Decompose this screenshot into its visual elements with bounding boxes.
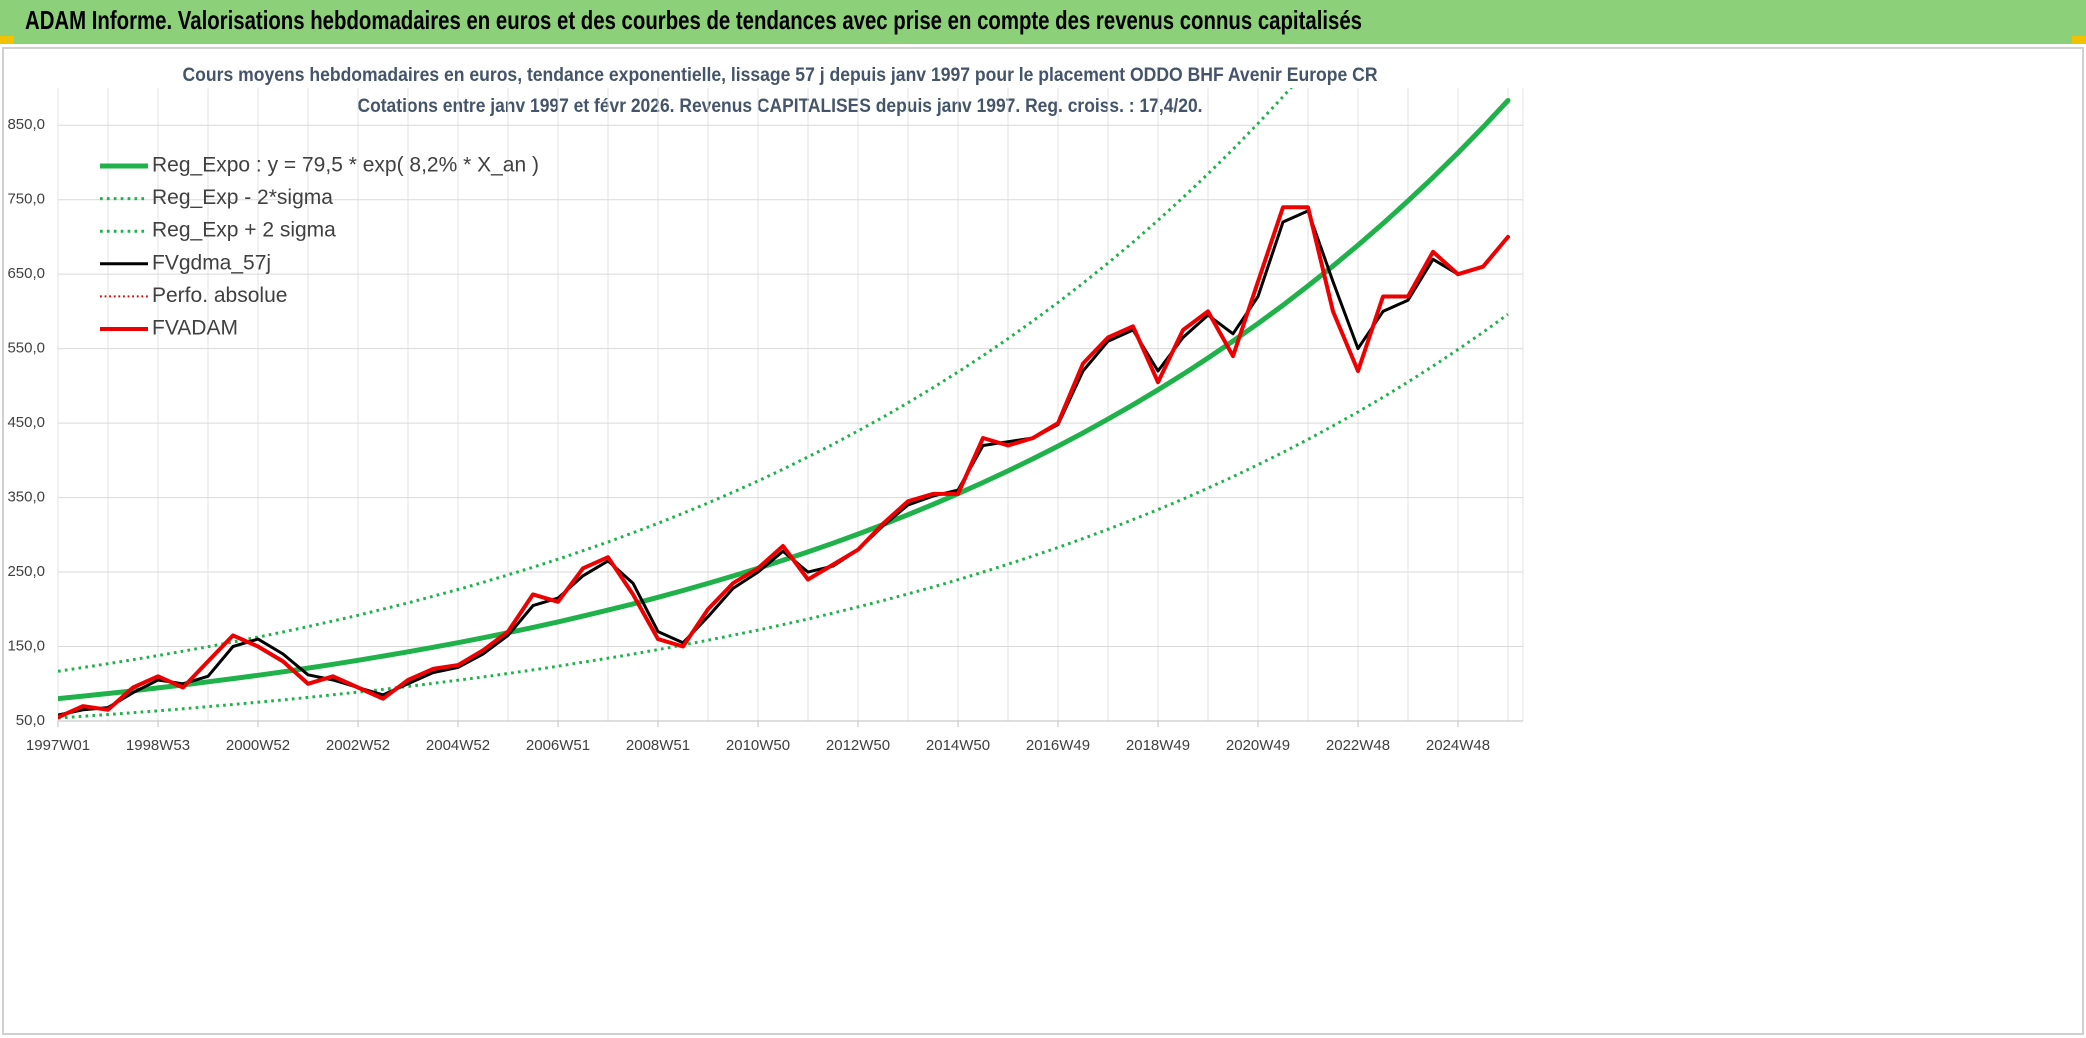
y-tick-label: 350,0 [7,489,45,506]
x-tick-label: 2016W49 [1026,737,1090,754]
y-tick-label: 750,0 [7,191,45,208]
x-tick-label: 2014W50 [926,737,990,754]
legend-label: FVADAM [152,317,238,340]
header-title: ADAM Informe. Valorisations hebdomadaire… [25,5,1362,35]
x-tick-label: 2010W50 [726,737,790,754]
y-tick-label: 850,0 [7,116,45,133]
x-tick-label: 2022W48 [1326,737,1390,754]
series-line [58,312,1509,720]
legend-label: Reg_Exp - 2*sigma [152,186,333,209]
y-tick-label: 650,0 [7,265,45,282]
legend-label: Perfo. absolue [152,284,287,307]
x-tick-label: 2018W49 [1126,737,1190,754]
chart-title: Cours moyens hebdomadaires en euros, ten… [183,65,1378,86]
legend-label: FVgdma_57j [152,251,271,274]
legend-label: Reg_Expo : y = 79,5 * exp( 8,2% * X_an ) [152,154,539,177]
x-tick-label: 1997W01 [26,737,90,754]
y-tick-label: 250,0 [7,563,45,580]
y-tick-label: 550,0 [7,340,45,357]
x-tick-label: 2000W52 [226,737,290,754]
x-tick-label: 2024W48 [1426,737,1490,754]
corner [2072,36,2086,44]
header-bar [0,0,2086,44]
x-tick-label: 2012W50 [826,737,890,754]
x-tick-label: 2006W51 [526,737,590,754]
x-tick-label: 2004W52 [426,737,490,754]
x-tick-label: 1998W53 [126,737,190,754]
chart-subtitle: Cotations entre janv 1997 et févr 2026. … [358,96,1203,117]
y-tick-label: 50,0 [16,712,45,729]
axes: 50,0 150,0 250,0 350,0 450,0 550,0 650,0 750,0 8… [7,116,1523,754]
series-line [58,209,1510,717]
legend-label: Reg_Exp + 2 sigma [152,219,336,242]
x-tick-label: 2008W51 [626,737,690,754]
legend: Reg_Expo : y = 79,5 * exp( 8,2% * X_an )… [100,154,539,340]
chart-border [2,47,2084,1035]
y-tick-label: 150,0 [7,637,45,654]
series-line [58,205,1510,720]
plot [58,88,1511,720]
x-tick-label: 2002W52 [326,737,390,754]
y-tick-label: 450,0 [7,414,45,431]
x-tick-label: 2020W49 [1226,737,1290,754]
corner [0,36,14,44]
